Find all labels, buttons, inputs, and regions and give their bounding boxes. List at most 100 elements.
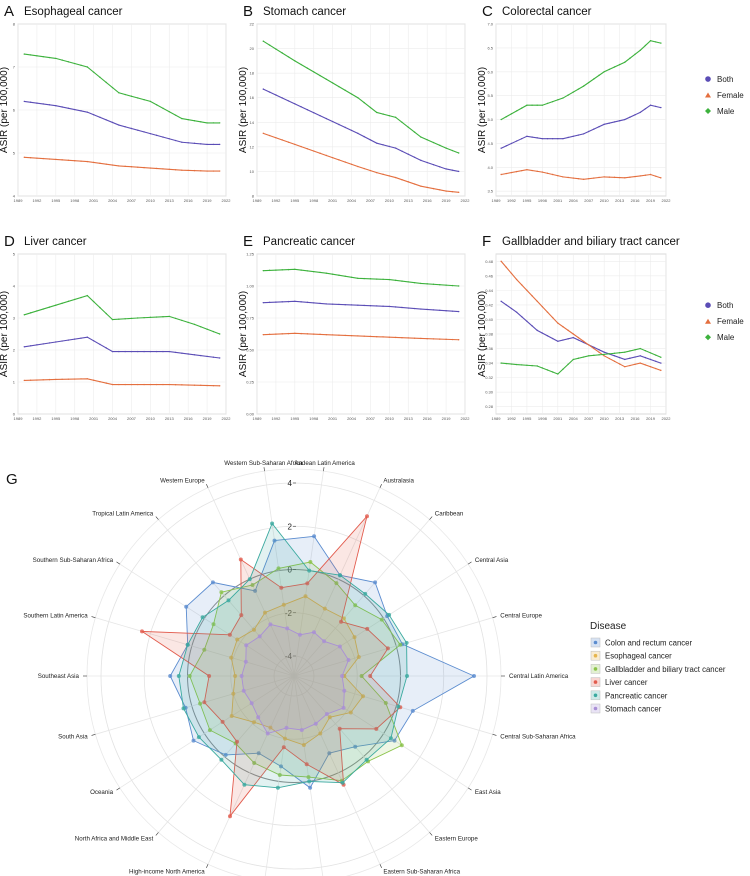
series-point (124, 165, 126, 168)
radar-point (228, 814, 232, 819)
series-point (401, 121, 403, 123)
series-point (325, 154, 328, 157)
series-point (294, 300, 296, 303)
radar-point (196, 735, 201, 740)
series-point (654, 41, 657, 43)
series-point (577, 177, 580, 180)
series-point (80, 378, 82, 380)
series-point (439, 166, 441, 168)
series-point (613, 352, 616, 354)
series-point (23, 379, 26, 382)
series-point (36, 344, 38, 346)
series-point (212, 122, 215, 124)
radar-axis-tick (323, 467, 325, 472)
series-point (168, 111, 170, 113)
series-point (394, 336, 397, 339)
series-point (313, 112, 315, 114)
series-point (23, 156, 26, 158)
series-point (313, 333, 315, 335)
series-point (582, 356, 585, 358)
x-tick-label: 1995 (522, 198, 532, 203)
radar-point (231, 691, 236, 696)
series-point (287, 56, 290, 58)
series-point (357, 335, 359, 337)
series-point (193, 142, 196, 145)
series-point (521, 107, 523, 109)
series-point (124, 93, 126, 96)
series-point (262, 301, 265, 304)
series-point (432, 283, 435, 285)
series-point (218, 143, 221, 146)
series-point (639, 355, 641, 357)
series-point (155, 316, 158, 318)
series-point (319, 114, 321, 117)
series-point (357, 277, 359, 280)
series-point (382, 144, 384, 146)
radar-point (399, 743, 404, 748)
series-point (300, 332, 302, 335)
series-point (420, 337, 422, 340)
radar-point (324, 712, 329, 716)
series-point (344, 89, 346, 92)
series-point (613, 355, 616, 357)
radar-axis-label: Central Sub-Saharan Africa (500, 734, 576, 741)
radar-axis-tick (379, 864, 382, 869)
y-axis-label: ASIR (per 100,000) (238, 291, 249, 377)
series-point (212, 330, 215, 333)
x-tick-label: 2019 (442, 198, 452, 203)
radar-point (252, 627, 256, 632)
series-point (546, 335, 549, 337)
panel-letter: C (482, 3, 493, 20)
x-tick-label: 2007 (127, 416, 137, 421)
panel-C: C Colorectal cancer 1989 1992 1995 1998 2001 20… (477, 3, 744, 203)
series-point (287, 268, 290, 271)
series-point (613, 121, 616, 123)
y-tick-label: 6.5 (487, 45, 493, 50)
y-tick-label: 22 (250, 22, 255, 27)
radar-point (299, 728, 304, 732)
series-point (541, 306, 544, 308)
series-point (439, 189, 441, 191)
radar-spoke (293, 675, 493, 735)
series-point (567, 363, 569, 366)
series-point (593, 128, 595, 130)
radar-point (306, 775, 311, 780)
x-tick-label: 2016 (423, 416, 433, 421)
x-tick-label: 1998 (309, 416, 319, 421)
series-point (331, 334, 334, 336)
series-point (562, 97, 564, 99)
series-point (118, 92, 120, 94)
series-point (562, 137, 564, 140)
series-point (350, 163, 353, 166)
y-tick-label: 0.44 (485, 288, 494, 293)
radar-axis-tick (467, 787, 472, 791)
series-point (149, 316, 152, 319)
series-point (363, 335, 365, 337)
x-tick-label: 1992 (271, 416, 281, 421)
series-point (294, 103, 296, 105)
radar-spoke (293, 675, 469, 789)
series-point (67, 300, 70, 303)
radar-spoke (95, 675, 295, 735)
radar-point (342, 688, 347, 693)
series-point (624, 118, 626, 121)
radar-spoke (95, 617, 295, 677)
x-tick-label: 1995 (522, 416, 532, 421)
y-tick-label: 2 (13, 348, 16, 353)
x-tick-label: 2022 (461, 416, 471, 421)
series-point (181, 384, 183, 386)
plot-area: 1989 1992 1995 1998 2001 2004 2007 2010 2013 2016… (250, 22, 471, 204)
radar-point (268, 725, 273, 730)
series-point (287, 300, 290, 303)
y-tick-label: 3 (13, 316, 16, 321)
radar-axis-tick (379, 483, 382, 488)
series-point (407, 307, 409, 309)
x-tick-label: 2001 (89, 198, 99, 203)
series-point (357, 304, 359, 306)
series-point (644, 108, 647, 110)
radar-point (339, 619, 344, 624)
series-point (618, 63, 621, 66)
series-point (130, 127, 133, 130)
radar-series (140, 514, 403, 819)
series-point (143, 98, 145, 101)
